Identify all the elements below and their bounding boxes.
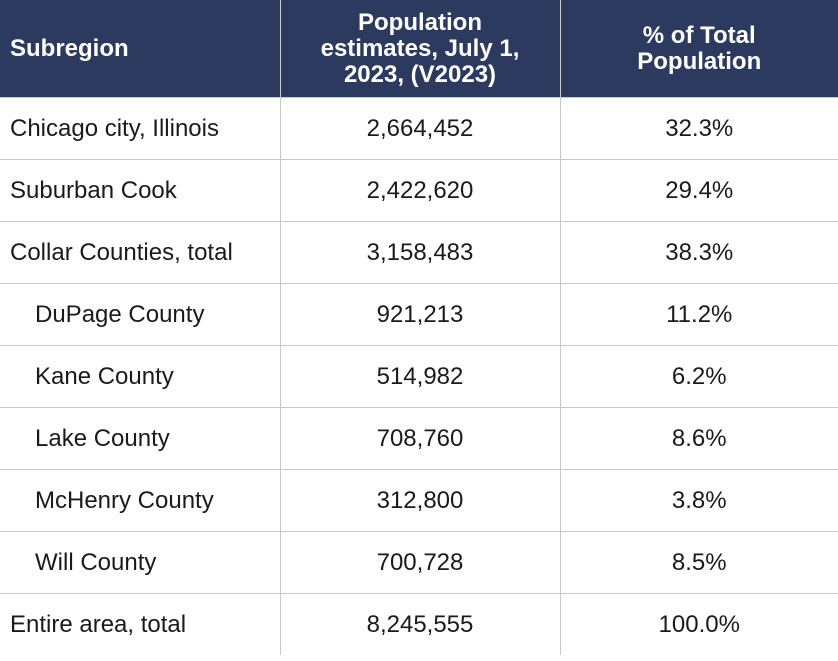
subregion-cell: Suburban Cook xyxy=(0,159,281,222)
table-row: DuPage County 921,213 11.2% xyxy=(0,283,838,346)
population-cell: 700,728 xyxy=(280,531,561,594)
percent-cell: 8.6% xyxy=(560,407,838,470)
column-header-percent-label: % of Total Population xyxy=(637,21,762,75)
table-row: Lake County 708,760 8.6% xyxy=(0,407,838,470)
population-cell: 514,982 xyxy=(280,345,561,408)
population-cell: 2,422,620 xyxy=(280,159,561,222)
table-header: Subregion Population estimates, July 1, … xyxy=(0,0,838,98)
column-header-percent: % of Total Population xyxy=(560,0,838,98)
table-row: Collar Counties, total 3,158,483 38.3% xyxy=(0,221,838,284)
subregion-cell: Entire area, total xyxy=(0,593,281,655)
percent-cell: 32.3% xyxy=(560,97,838,160)
percent-cell: 3.8% xyxy=(560,469,838,532)
table-row: Will County 700,728 8.5% xyxy=(0,531,838,594)
population-cell: 2,664,452 xyxy=(280,97,561,160)
table-row: Kane County 514,982 6.2% xyxy=(0,345,838,408)
subregion-cell: Lake County xyxy=(0,407,281,470)
subregion-cell: McHenry County xyxy=(0,469,281,532)
population-cell: 3,158,483 xyxy=(280,221,561,284)
table-row: Chicago city, Illinois 2,664,452 32.3% xyxy=(0,97,838,160)
subregion-cell: Collar Counties, total xyxy=(0,221,281,284)
column-header-population: Population estimates, July 1, 2023, (V20… xyxy=(280,0,561,98)
percent-cell: 29.4% xyxy=(560,159,838,222)
population-cell: 8,245,555 xyxy=(280,593,561,655)
header-row: Subregion Population estimates, July 1, … xyxy=(0,0,838,98)
column-header-population-label: Population estimates, July 1, 2023, (V20… xyxy=(320,8,520,88)
table-body: Chicago city, Illinois 2,664,452 32.3% Subu… xyxy=(0,97,838,655)
percent-cell: 38.3% xyxy=(560,221,838,284)
table-row: Entire area, total 8,245,555 100.0% xyxy=(0,593,838,655)
percent-cell: 11.2% xyxy=(560,283,838,346)
subregion-cell: Chicago city, Illinois xyxy=(0,97,281,160)
table-row: Suburban Cook 2,422,620 29.4% xyxy=(0,159,838,222)
column-header-subregion: Subregion xyxy=(0,0,281,98)
subregion-cell: Will County xyxy=(0,531,281,594)
subregion-cell: Kane County xyxy=(0,345,281,408)
table-row: McHenry County 312,800 3.8% xyxy=(0,469,838,532)
population-cell: 708,760 xyxy=(280,407,561,470)
percent-cell: 6.2% xyxy=(560,345,838,408)
percent-cell: 8.5% xyxy=(560,531,838,594)
column-header-subregion-label: Subregion xyxy=(10,34,129,62)
population-cell: 312,800 xyxy=(280,469,561,532)
percent-cell: 100.0% xyxy=(560,593,838,655)
population-cell: 921,213 xyxy=(280,283,561,346)
subregion-cell: DuPage County xyxy=(0,283,281,346)
